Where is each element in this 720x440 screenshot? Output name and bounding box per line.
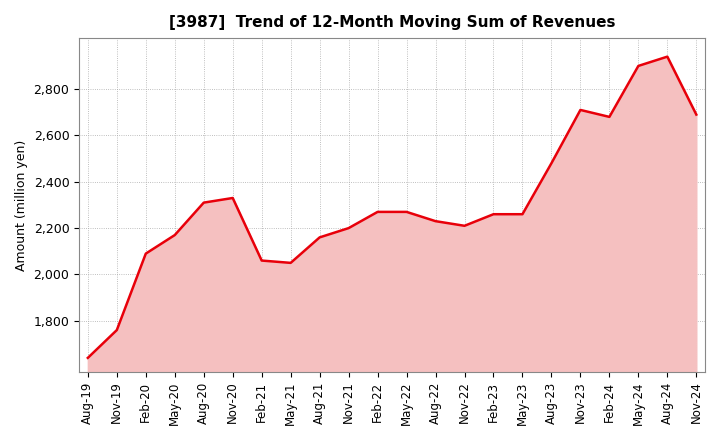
Title: [3987]  Trend of 12-Month Moving Sum of Revenues: [3987] Trend of 12-Month Moving Sum of R… (168, 15, 616, 30)
Y-axis label: Amount (million yen): Amount (million yen) (15, 139, 28, 271)
